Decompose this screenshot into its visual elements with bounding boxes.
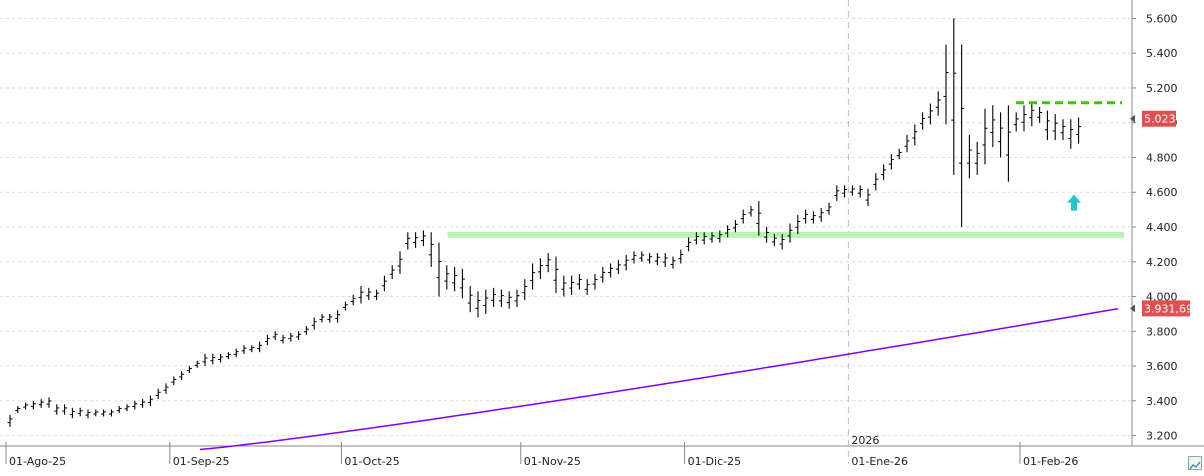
- last-price-label: 5.023: [1144, 113, 1176, 126]
- y-tick-label: 4.800: [1146, 151, 1178, 164]
- x-tick-label: 01-Sep-25: [173, 455, 230, 468]
- x-tick-label: 01-Nov-25: [524, 455, 581, 468]
- y-tick-label: 5.200: [1146, 82, 1178, 95]
- chart-settings-icon[interactable]: [1188, 456, 1202, 470]
- support-line: [448, 232, 1124, 238]
- y-tick-label: 3.200: [1146, 430, 1178, 443]
- y-tick-label: 4.400: [1146, 221, 1178, 234]
- y-tick-label: 3.600: [1146, 360, 1178, 373]
- y-tick-label: 5.600: [1146, 12, 1178, 25]
- x-tick-label: 01-Ago-25: [9, 455, 66, 468]
- x-tick-label: 01-Feb-26: [1023, 455, 1078, 468]
- support-band: [448, 232, 1124, 238]
- year-label: 2026: [851, 434, 879, 447]
- x-tick-label: 01-Oct-25: [344, 455, 399, 468]
- y-tick-label: 4.600: [1146, 186, 1178, 199]
- y-tick-label: 4.200: [1146, 256, 1178, 269]
- y-tick-label: 3.800: [1146, 325, 1178, 338]
- y-tick-label: 3.400: [1146, 395, 1178, 408]
- x-tick-label: 01-Dic-25: [688, 455, 742, 468]
- y-tick-label: 5.400: [1146, 47, 1178, 60]
- ma-value-label: 3.931,69: [1144, 302, 1193, 315]
- x-tick-label: 01-Ene-26: [851, 455, 908, 468]
